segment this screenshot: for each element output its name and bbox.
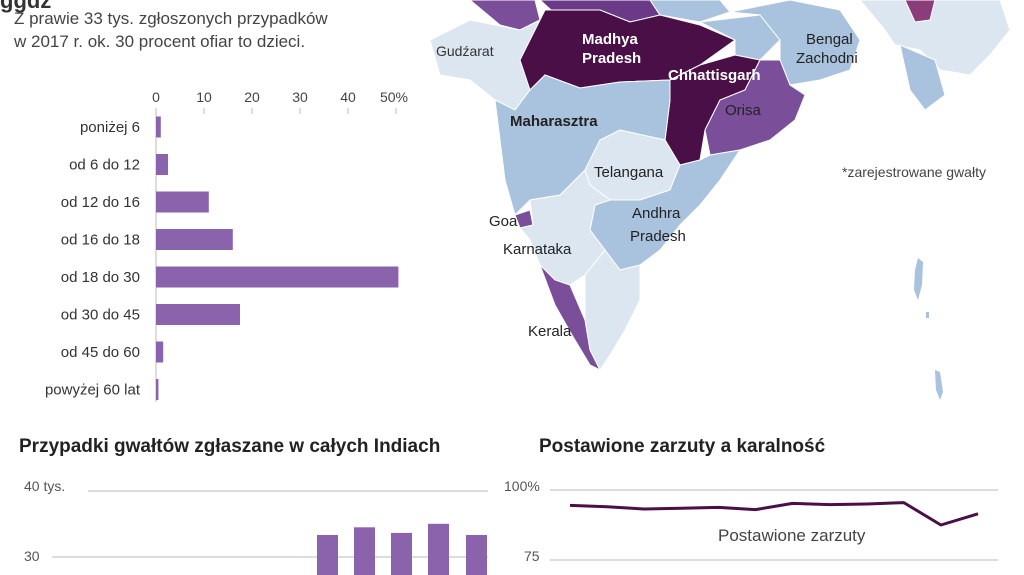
subtitle-line-2: w 2017 r. ok. 30 procent ofiar to dzieci… <box>14 32 306 51</box>
map-region-assam-dark <box>904 0 936 23</box>
map-region-north-east <box>859 0 1011 76</box>
subtitle: Z prawie 33 tys. zgłoszonych przypadków … <box>14 7 394 53</box>
age-category-label: od 30 do 45 <box>61 307 140 324</box>
age-bar <box>156 379 159 400</box>
map-label-andhra-1: Andhra <box>632 205 681 222</box>
charges-line-chart: 100% 75 Postawione zarzuty <box>504 478 998 564</box>
cases-bar <box>354 527 375 575</box>
age-bar <box>156 154 168 175</box>
map-note: *zarejestrowane gwałty <box>842 164 986 180</box>
cases-bar <box>391 532 412 575</box>
age-xtick-label: 0 <box>152 89 160 105</box>
cases-ytick-30: 30 <box>24 548 40 564</box>
age-bar <box>156 116 161 138</box>
map-label-kerala: Kerala <box>528 323 572 340</box>
map-region-island-small <box>926 312 929 318</box>
map-region-tamil-nadu <box>584 249 641 371</box>
age-category-label: od 18 do 30 <box>61 269 140 286</box>
charges-series-label: Postawione zarzuty <box>718 526 866 545</box>
india-map <box>429 0 1011 400</box>
cases-bar <box>428 523 449 575</box>
map-label-maharasztra: Maharasztra <box>510 113 598 130</box>
age-bar <box>156 341 164 363</box>
age-xtick-label: 40 <box>340 89 356 105</box>
page-title-clipped: ggǳ <box>0 0 52 13</box>
charges-chart-title: Postawione zarzuty a karalność <box>539 436 826 457</box>
map-region-bihar <box>649 0 731 23</box>
map-label-telangana: Telangana <box>594 164 664 181</box>
map-label-chhattisgarh: Chhattisgarh <box>668 67 761 84</box>
map-region-nicobar <box>935 370 943 400</box>
map-label-bengal-1: Bengal <box>806 31 853 48</box>
age-xtick-label: 10 <box>196 89 212 105</box>
age-xtick-label: 20 <box>244 89 260 105</box>
map-region-andaman <box>914 258 923 300</box>
age-category-label: od 6 do 12 <box>69 157 140 174</box>
age-bar-chart: 0 10 20 30 40 50% poniżej 6 od 6 do 12 od 12 do… <box>45 89 408 402</box>
map-region-kerala <box>539 264 602 372</box>
charges-ytick-100: 100% <box>504 478 540 494</box>
map-label-gudzarat: Gudźarat <box>436 43 494 59</box>
cases-ytick-40: 40 tys. <box>24 478 65 494</box>
age-bar <box>156 266 399 288</box>
age-category-label: poniżej 6 <box>80 119 140 136</box>
age-bar <box>156 304 240 325</box>
age-category-label: od 45 do 60 <box>61 344 140 361</box>
map-label-karnataka: Karnataka <box>503 241 572 258</box>
subtitle-line-1: Z prawie 33 tys. zgłoszonych przypadków <box>14 9 328 28</box>
map-region-ne-blue <box>899 44 946 111</box>
map-label-bengal-2: Zachodni <box>796 50 858 67</box>
cases-bar <box>317 535 338 575</box>
map-label-madhya-2: Pradesh <box>582 50 642 67</box>
charges-series-line <box>569 501 979 527</box>
cases-chart-title: Przypadki gwałtów zgłaszane w całych Ind… <box>19 436 441 457</box>
age-category-label: od 12 do 16 <box>61 194 140 211</box>
age-bar <box>156 229 233 250</box>
map-label-madhya-1: Madhya <box>582 31 638 48</box>
age-category-label: powyżej 60 lat <box>45 382 141 399</box>
map-region-orisa <box>704 59 806 156</box>
map-label-goa: Goa <box>489 213 518 230</box>
age-xtick-label: 50% <box>380 89 408 105</box>
age-bar <box>156 191 209 213</box>
map-region-west-bengal <box>729 0 861 86</box>
age-category-label: od 16 do 18 <box>61 232 140 249</box>
map-label-andhra-2: Pradesh <box>630 228 686 245</box>
age-xtick-label: 30 <box>292 89 308 105</box>
cases-bar <box>466 535 487 575</box>
cases-bar-chart: 40 tys. 30 <box>24 478 488 575</box>
map-label-orisa: Orisa <box>725 102 761 119</box>
charges-ytick-75: 75 <box>524 548 540 564</box>
